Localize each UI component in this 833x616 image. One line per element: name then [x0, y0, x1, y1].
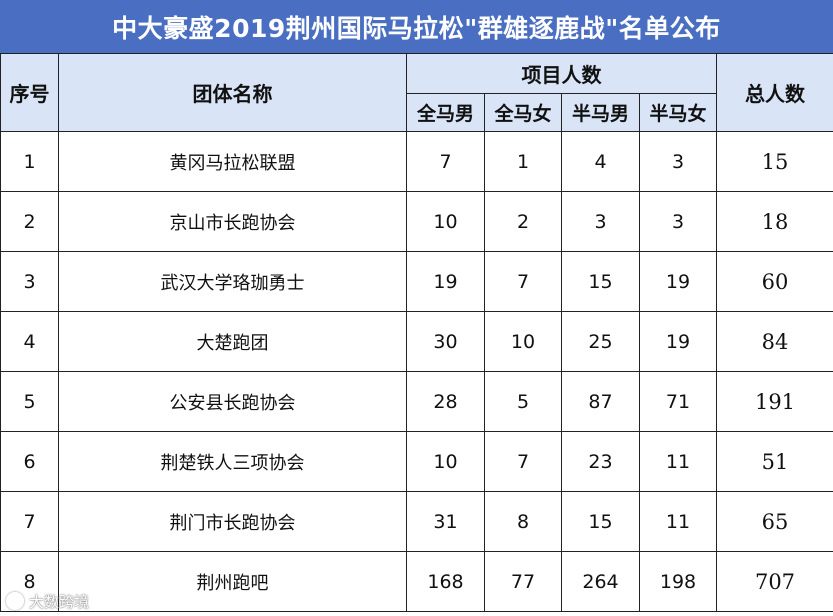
- header-full-female: 全马女: [484, 93, 562, 132]
- cell-full-male: 10: [406, 431, 485, 492]
- cell-full-female: 2: [484, 191, 562, 252]
- table-row: 7 荆门市长跑协会 31 8 15 11 65: [0, 491, 833, 552]
- page-title: 中大豪盛2019荆州国际马拉松"群雄逐鹿战"名单公布: [0, 0, 833, 53]
- cell-full-female: 7: [484, 251, 562, 312]
- watermark-text: 大数跨境: [29, 592, 90, 611]
- table-row: 5 公安县长跑协会 28 5 87 71 191: [0, 371, 833, 432]
- cell-half-female: 3: [639, 131, 717, 192]
- table-row: 3 武汉大学珞珈勇士 19 7 15 19 60: [0, 251, 833, 312]
- cell-half-male: 25: [561, 311, 640, 372]
- table-row: 8 荆州跑吧 168 77 264 198 707: [0, 551, 833, 612]
- cell-half-male: 15: [561, 491, 640, 552]
- cell-full-male: 168: [406, 551, 485, 612]
- cell-total: 191: [716, 371, 833, 432]
- cell-total: 60: [716, 251, 833, 312]
- cell-half-male: 4: [561, 131, 640, 192]
- header-events-group: 项目人数: [406, 53, 717, 94]
- cell-team-name: 公安县长跑协会: [58, 371, 407, 432]
- cell-total: 65: [716, 491, 833, 552]
- cell-half-female: 19: [639, 311, 717, 372]
- cell-full-male: 10: [406, 191, 485, 252]
- cell-full-male: 7: [406, 131, 485, 192]
- header-row-sub: 全马男 全马女 半马男 半马女: [1, 93, 833, 132]
- header-row-top: 序号 团体名称 项目人数 总人数: [0, 53, 833, 132]
- header-half-male: 半马男: [561, 93, 640, 132]
- cell-full-male: 30: [406, 311, 485, 372]
- cell-full-male: 28: [406, 371, 485, 432]
- cell-full-male: 19: [406, 251, 485, 312]
- header-half-female: 半马女: [639, 93, 717, 132]
- table-row: 1 黄冈马拉松联盟 7 1 4 3 15: [0, 131, 833, 192]
- cell-full-female: 77: [484, 551, 562, 612]
- cell-full-female: 10: [484, 311, 562, 372]
- cell-index: 4: [0, 311, 59, 372]
- cell-index: 6: [0, 431, 59, 492]
- cell-total: 84: [716, 311, 833, 372]
- cell-team-name: 武汉大学珞珈勇士: [58, 251, 407, 312]
- cell-half-male: 15: [561, 251, 640, 312]
- watermark: 大数跨境: [6, 589, 89, 613]
- cell-full-female: 7: [484, 431, 562, 492]
- cell-full-female: 5: [484, 371, 562, 432]
- cell-full-male: 31: [406, 491, 485, 552]
- cell-half-male: 264: [561, 551, 640, 612]
- cell-total: 18: [716, 191, 833, 252]
- cell-half-male: 87: [561, 371, 640, 432]
- header-index: 序号: [0, 53, 59, 132]
- cell-half-female: 3: [639, 191, 717, 252]
- cell-total: 15: [716, 131, 833, 192]
- cell-total: 51: [716, 431, 833, 492]
- cell-half-female: 11: [639, 491, 717, 552]
- cell-index: 7: [0, 491, 59, 552]
- cell-team-name: 京山市长跑协会: [58, 191, 407, 252]
- cell-half-female: 19: [639, 251, 717, 312]
- cell-full-female: 1: [484, 131, 562, 192]
- cell-half-female: 198: [639, 551, 717, 612]
- header-full-male: 全马男: [406, 93, 485, 132]
- table-row: 6 荆楚铁人三项协会 10 7 23 11 51: [0, 431, 833, 492]
- cell-full-female: 8: [484, 491, 562, 552]
- cell-index: 3: [0, 251, 59, 312]
- cell-team-name: 黄冈马拉松联盟: [58, 131, 407, 192]
- cell-team-name: 荆楚铁人三项协会: [58, 431, 407, 492]
- cell-team-name: 荆州跑吧: [58, 551, 407, 612]
- table-row: 4 大楚跑团 30 10 25 19 84: [0, 311, 833, 372]
- cell-half-female: 71: [639, 371, 717, 432]
- cell-index: 1: [0, 131, 59, 192]
- cell-team-name: 荆门市长跑协会: [58, 491, 407, 552]
- watermark-logo-icon: [6, 592, 24, 610]
- roster-table: 序号 团体名称 项目人数 总人数 全马男 全马女 半马男 半马女 1 黄冈马拉松联…: [0, 53, 833, 612]
- header-team: 团体名称: [58, 53, 407, 132]
- cell-half-male: 23: [561, 431, 640, 492]
- header-total: 总人数: [716, 53, 833, 132]
- cell-total: 707: [716, 551, 833, 612]
- table-row: 2 京山市长跑协会 10 2 3 3 18: [0, 191, 833, 252]
- cell-half-male: 3: [561, 191, 640, 252]
- roster-body: 1 黄冈马拉松联盟 7 1 4 3 15 2 京山市长跑协会 10 2 3 3 18 3 武汉大学珞珈勇士 19…: [0, 131, 833, 612]
- cell-index: 5: [0, 371, 59, 432]
- cell-half-female: 11: [639, 431, 717, 492]
- cell-team-name: 大楚跑团: [58, 311, 407, 372]
- cell-index: 2: [0, 191, 59, 252]
